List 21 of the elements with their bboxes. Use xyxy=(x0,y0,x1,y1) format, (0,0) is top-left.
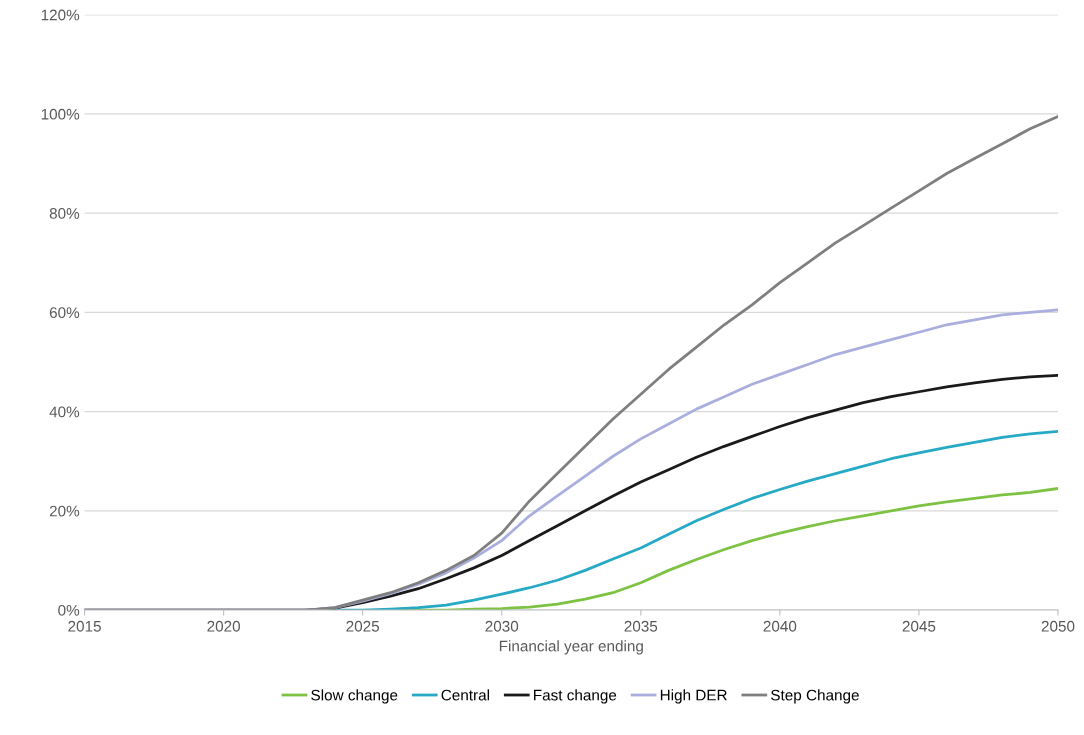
legend-label: Central xyxy=(441,689,489,701)
legend-label: Slow change xyxy=(311,689,398,704)
legend-label: Fast change xyxy=(534,689,617,704)
y-tick-label: 40% xyxy=(49,406,80,418)
y-tick-label: 100% xyxy=(41,108,80,120)
x-tick-label: 2030 xyxy=(485,620,519,632)
y-tick-label: 60% xyxy=(49,307,80,319)
y-tick-label: 120% xyxy=(41,9,80,21)
x-tick-label: 2015 xyxy=(68,620,101,632)
legend-label: Step Change xyxy=(771,689,859,704)
y-tick-label: 0% xyxy=(58,604,80,616)
x-tick-label: 2045 xyxy=(902,620,936,632)
x-axis-title: Financial year ending xyxy=(499,640,643,655)
x-tick-label: 2035 xyxy=(624,620,658,632)
x-tick-label: 2050 xyxy=(1041,620,1075,632)
legend-label: High DER xyxy=(660,689,727,704)
y-tick-label: 80% xyxy=(49,208,80,219)
x-tick-label: 2040 xyxy=(763,620,797,632)
x-tick-label: 2020 xyxy=(207,620,241,632)
x-tick-label: 2025 xyxy=(346,620,380,632)
y-tick-label: 20% xyxy=(49,505,80,517)
